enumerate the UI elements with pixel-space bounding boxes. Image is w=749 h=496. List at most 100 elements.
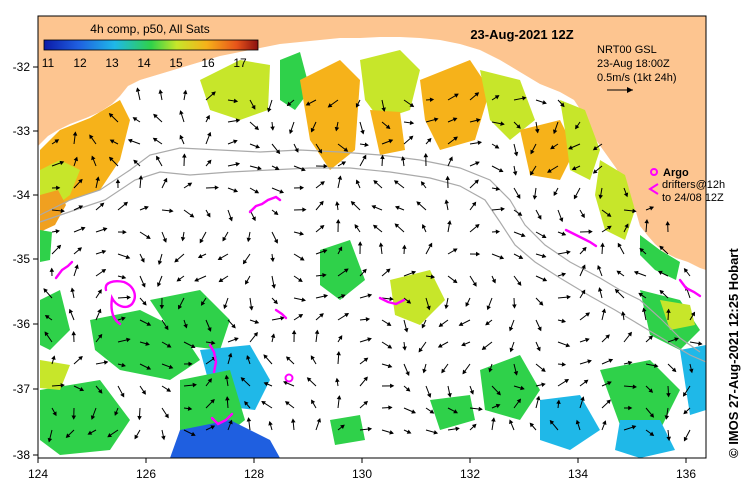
current-vector-head (659, 245, 664, 251)
current-vector-head (683, 268, 689, 273)
current-vector-head (275, 149, 281, 155)
argo-legend-line2: to 24/08 12Z (662, 192, 724, 204)
current-vector-head (319, 224, 325, 230)
current-vector-head (255, 144, 261, 149)
current-vector-head (59, 160, 65, 166)
current-vector-head (541, 233, 547, 238)
current-vector-head (474, 179, 479, 184)
current-vector-head (211, 340, 216, 346)
current-vector-head (387, 344, 393, 349)
current-vector-head (444, 199, 450, 204)
current-vector-head (301, 166, 306, 172)
current-vector-head (233, 98, 239, 104)
current-vector-head (301, 297, 306, 302)
current-vectors (43, 87, 703, 443)
current-vector-head (158, 89, 163, 94)
current-vector-head (639, 247, 645, 253)
current-vector-head (585, 337, 590, 343)
current-vector-head (207, 378, 212, 383)
current-vector-head (388, 139, 394, 144)
current-vector-head (447, 392, 452, 398)
current-vector-head (108, 113, 114, 118)
current-vector-head (614, 288, 620, 294)
current-vector-head (285, 356, 291, 361)
current-vector-head (402, 244, 407, 249)
current-vector-head (335, 201, 340, 206)
current-vector-head (513, 151, 519, 157)
current-vector-head (649, 206, 655, 211)
current-vector-head (284, 401, 290, 406)
current-vector-head (437, 343, 443, 348)
current-vector-head (142, 300, 147, 306)
current-vector-head (306, 377, 312, 382)
current-vector-head (163, 177, 168, 183)
current-vector-head (145, 341, 150, 346)
current-vector-head (169, 208, 174, 214)
current-vector-head (367, 426, 373, 432)
argo-track (274, 308, 288, 320)
argo-track (248, 195, 282, 214)
current-vector-head (465, 302, 470, 307)
current-vector-head (475, 251, 481, 257)
current-vector-head (472, 281, 477, 287)
current-vector-head (520, 232, 526, 238)
current-vector-head (638, 292, 644, 298)
current-vector-head (495, 186, 501, 191)
current-vector-head (564, 379, 570, 384)
current-vector-head (235, 162, 241, 167)
current-vector-head (688, 368, 694, 374)
current-vector-head (302, 207, 307, 212)
x-tick-label: 136 (676, 467, 696, 481)
current-vector-head (242, 259, 248, 265)
plot-frame (37, 15, 707, 459)
current-vector-head (462, 369, 467, 375)
colorbar: 4h comp, p50, All Sats 11 12 13 14 15 16… (42, 22, 259, 70)
colorbar-label: 4h comp, p50, All Sats (90, 22, 209, 36)
current-vector-head (516, 194, 521, 199)
current-vector-head (512, 304, 517, 309)
current-vector-head (582, 246, 587, 252)
legend-arrow-head (627, 87, 633, 93)
argo-float-marker (284, 373, 294, 383)
current-vector-head (363, 400, 368, 406)
current-vector-head (207, 159, 212, 165)
current-vector-head (200, 301, 206, 306)
current-vector-head (227, 352, 233, 358)
current-vector-head (530, 170, 535, 176)
current-vector-head (547, 168, 552, 173)
current-vector-head (386, 321, 392, 326)
current-vector-head (194, 277, 199, 282)
colorbar-tick: 11 (42, 56, 55, 70)
current-vector-head (279, 189, 285, 194)
current-vector-head (253, 331, 258, 337)
current-vector-head (291, 329, 297, 335)
current-vector-head (254, 319, 260, 324)
current-vector-head (218, 277, 224, 283)
current-vector-head (192, 382, 197, 388)
current-vector-head (469, 389, 474, 395)
current-vector-head (512, 171, 518, 176)
current-vector-head (73, 156, 78, 162)
current-vector-head (233, 188, 239, 193)
current-vector-head (101, 249, 107, 255)
current-vector-head (51, 355, 56, 361)
current-vector-head (556, 399, 561, 404)
y-tick-label: -36 (13, 317, 31, 331)
current-vector-head (486, 305, 491, 311)
y-tick-label: -37 (13, 382, 31, 396)
current-vector-head (426, 305, 431, 311)
current-vector-head (498, 168, 504, 173)
current-vector-head (666, 436, 672, 442)
current-vector-head (495, 229, 501, 235)
current-vector-head (666, 393, 671, 398)
current-vector-head (357, 241, 363, 246)
current-vector-head (141, 282, 146, 288)
current-vector-head (373, 180, 378, 185)
current-vector-head (402, 346, 407, 351)
current-vector-head (263, 381, 269, 387)
current-vector-head (428, 242, 433, 248)
current-vector-head (49, 267, 55, 272)
current-vector-head (418, 347, 423, 353)
current-vector-head (159, 304, 165, 310)
colorbar-tick: 13 (105, 56, 119, 70)
